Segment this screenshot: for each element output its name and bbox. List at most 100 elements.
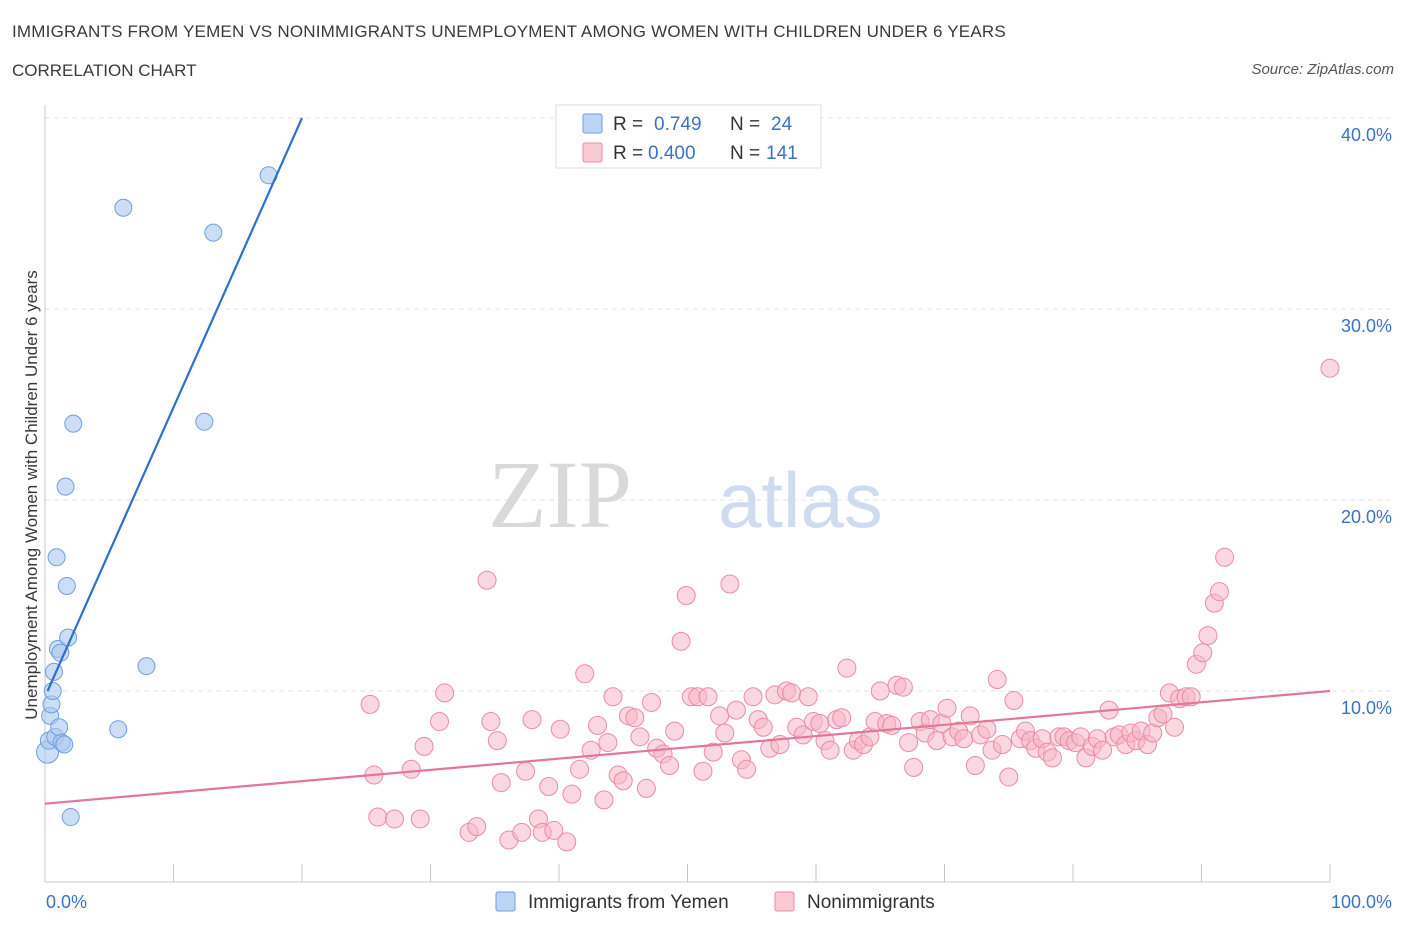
- yemen-point: [57, 576, 76, 595]
- nonimmigrants-point: [1320, 358, 1340, 378]
- nonimmigrants-point: [899, 733, 919, 753]
- nonimmigrants-point: [720, 574, 740, 594]
- watermark-atlas: atlas: [718, 456, 883, 544]
- watermark-zip: ZIP: [488, 441, 632, 548]
- top-legend: R = 0.749 N = 24 R = 0.400 N = 141: [555, 104, 822, 169]
- nonimmigrants-point: [703, 742, 723, 762]
- nonimmigrants-point: [636, 778, 656, 798]
- nonimmigrants-point: [782, 683, 802, 703]
- nonimmigrants-point: [613, 771, 633, 791]
- yemen-point: [204, 223, 223, 242]
- nonimmigrants-point: [987, 670, 1007, 690]
- nonimmigrants-points: [360, 358, 1340, 852]
- nonimmigrants-point: [368, 807, 388, 827]
- nonimmigrants-point: [671, 631, 691, 651]
- legend-n-value: 141: [766, 143, 798, 164]
- nonimmigrants-point: [1004, 691, 1024, 711]
- nonimmigrants-point: [1198, 626, 1218, 646]
- nonimmigrants-point: [992, 734, 1012, 754]
- nonimmigrants-point: [401, 759, 421, 779]
- nonimmigrants-point: [522, 710, 542, 730]
- nonimmigrants-point: [481, 712, 501, 732]
- watermark: ZIP atlas: [488, 441, 883, 548]
- x-tick-label: 0.0%: [46, 892, 87, 912]
- nonimmigrants-point: [630, 727, 650, 747]
- nonimmigrants-point: [570, 759, 590, 779]
- nonimmigrants-point: [575, 664, 595, 684]
- tick-labels: 10.0% 20.0% 30.0% 40.0% 0.0% 100.0%: [46, 125, 1392, 912]
- yemen-point: [55, 735, 74, 754]
- nonimmigrants-point: [467, 817, 487, 837]
- nonimmigrants-point: [557, 832, 577, 852]
- bottom-legend-nonimmigrants: Nonimmigrants: [807, 892, 935, 913]
- nonimmigrants-point: [798, 687, 818, 707]
- nonimmigrants-point: [882, 715, 902, 735]
- nonimmigrants-point: [820, 740, 840, 760]
- nonimmigrants-point: [550, 719, 570, 739]
- nonimmigrants-point: [737, 759, 757, 779]
- nonimmigrants-point: [512, 822, 532, 842]
- nonimmigrants-point: [642, 692, 662, 712]
- yemen-trend-line: [46, 117, 304, 692]
- nonimmigrants-point: [977, 719, 997, 739]
- yemen-point: [109, 720, 128, 739]
- nonimmigrants-point: [904, 757, 924, 777]
- legend-n-label: N =: [730, 143, 760, 164]
- legend-r-label: R =: [613, 143, 643, 164]
- y-tick-label: 40.0%: [1341, 125, 1392, 145]
- legend-n-value: 24: [771, 114, 793, 135]
- nonimmigrants-point: [603, 687, 623, 707]
- nonimmigrants-point: [1215, 547, 1235, 567]
- yemen-point: [137, 657, 156, 676]
- nonimmigrants-point: [665, 721, 685, 741]
- legend-r-value: 0.749: [654, 114, 702, 135]
- nonimmigrants-point: [965, 755, 985, 775]
- nonimmigrants-point: [937, 698, 957, 718]
- nonimmigrants-point: [544, 820, 564, 840]
- yemen-point: [61, 808, 80, 827]
- nonimmigrants-point: [1209, 582, 1229, 602]
- yemen-point: [114, 198, 133, 217]
- legend-swatch-nonimmigrants: [582, 142, 603, 163]
- nonimmigrants-point: [743, 687, 763, 707]
- nonimmigrants-point: [410, 809, 430, 829]
- yemen-point: [50, 718, 69, 737]
- nonimmigrants-point: [435, 683, 455, 703]
- nonimmigrants-point: [753, 717, 773, 737]
- nonimmigrants-point: [832, 708, 852, 728]
- nonimmigrants-point: [954, 729, 974, 749]
- bottom-legend-swatch-yemen: [495, 891, 516, 912]
- bottom-legend-swatch-nonimmigrants: [774, 891, 795, 912]
- chart-title: IMMIGRANTS FROM YEMEN VS NONIMMIGRANTS U…: [12, 22, 1006, 41]
- source-note: Source: ZipAtlas.com: [1251, 61, 1394, 78]
- nonimmigrants-point: [477, 570, 497, 590]
- chart-subtitle: CORRELATION CHART: [12, 61, 197, 80]
- nonimmigrants-point: [1193, 643, 1213, 663]
- nonimmigrants-point: [487, 731, 507, 751]
- y-tick-label: 10.0%: [1341, 698, 1392, 718]
- nonimmigrants-point: [491, 773, 511, 793]
- nonimmigrants-point: [693, 761, 713, 781]
- nonimmigrants-point: [870, 681, 890, 701]
- nonimmigrants-point: [385, 809, 405, 829]
- y-tick-label: 30.0%: [1341, 316, 1392, 336]
- nonimmigrants-point: [660, 755, 680, 775]
- yemen-point: [195, 412, 214, 431]
- nonimmigrants-point: [598, 733, 618, 753]
- nonimmigrants-point: [710, 706, 730, 726]
- y-tick-label: 20.0%: [1341, 507, 1392, 527]
- grid-lines: [45, 117, 1392, 692]
- nonimmigrants-point: [594, 790, 614, 810]
- yemen-points: [36, 166, 278, 827]
- legend-r-label: R =: [613, 114, 643, 135]
- nonimmigrants-point: [726, 700, 746, 720]
- nonimmigrants-point: [360, 694, 380, 714]
- nonimmigrants-point: [1042, 748, 1062, 768]
- yemen-point: [43, 682, 62, 700]
- nonimmigrants-point: [588, 715, 608, 735]
- nonimmigrants-point: [414, 736, 434, 756]
- nonimmigrants-point: [1165, 717, 1185, 737]
- bottom-legend-yemen: Immigrants from Yemen: [528, 892, 729, 913]
- nonimmigrants-point: [625, 708, 645, 728]
